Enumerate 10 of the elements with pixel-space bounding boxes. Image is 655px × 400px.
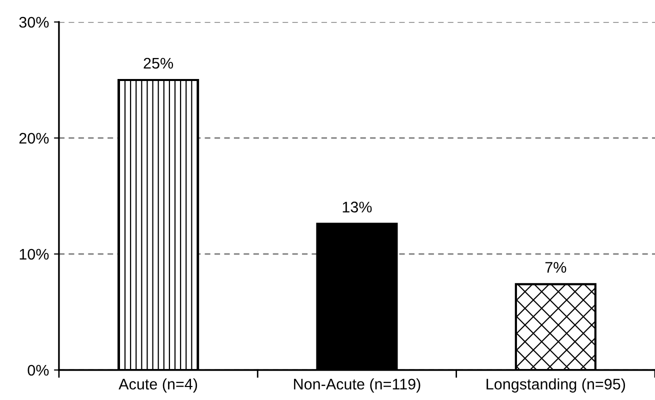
y-tick-label: 30% <box>19 16 49 28</box>
data-label: 13% <box>342 202 372 212</box>
y-tick-label: 20% <box>19 132 49 144</box>
y-tick-label: 0% <box>28 364 49 376</box>
x-tick-label: Acute (n=4) <box>118 378 198 393</box>
data-label: 25% <box>144 58 174 69</box>
y-tick-label: 10% <box>20 248 49 260</box>
x-tick-label: Longstanding (n=95) <box>486 378 626 393</box>
x-tick-label: Non-Acute (n=119) <box>294 378 420 393</box>
data-label: 7% <box>545 262 566 273</box>
